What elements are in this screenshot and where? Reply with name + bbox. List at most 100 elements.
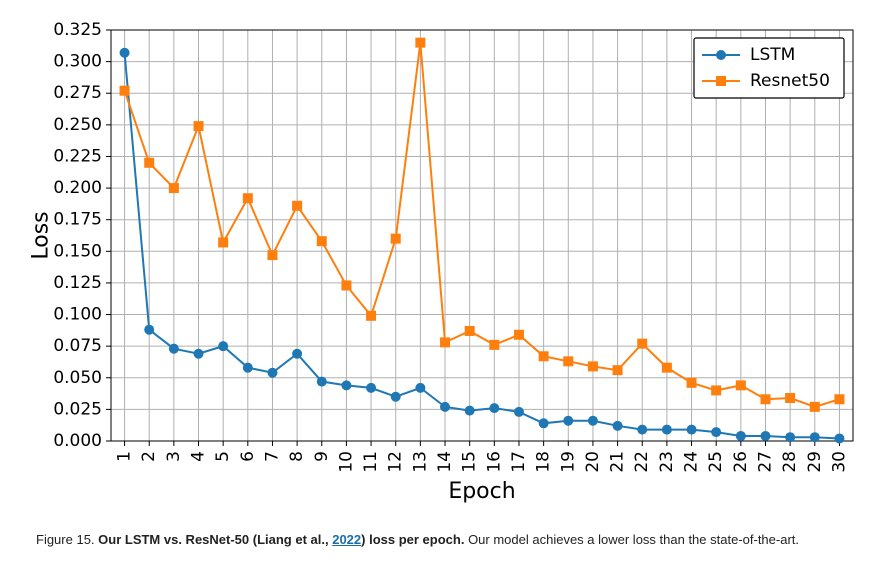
legend: LSTM Resnet50 <box>693 37 845 99</box>
data-point <box>193 348 204 359</box>
x-tick-label: 22 <box>632 451 652 473</box>
x-tick-label: 24 <box>682 451 702 473</box>
data-point <box>735 380 746 391</box>
x-axis-label: Epoch <box>448 479 515 504</box>
data-point <box>587 415 598 426</box>
x-tick-label: 27 <box>755 451 775 473</box>
legend-entry: Resnet50 <box>702 71 830 91</box>
data-point <box>144 157 155 168</box>
data-point <box>464 405 475 416</box>
data-point <box>785 393 796 404</box>
y-tick-label: 0.325 <box>53 20 102 40</box>
y-axis-label: Loss <box>29 211 54 259</box>
data-point <box>292 348 303 359</box>
data-point <box>316 376 327 387</box>
data-point <box>538 418 549 429</box>
x-tick-label: 3 <box>164 451 184 462</box>
data-point <box>809 432 820 443</box>
y-tick-label: 0.275 <box>53 83 102 103</box>
x-tick-label: 14 <box>435 451 455 473</box>
data-point <box>637 424 648 435</box>
x-tick-label: 2 <box>139 451 159 462</box>
x-tick-label: 20 <box>583 451 603 473</box>
data-point <box>415 37 426 48</box>
y-tick-label: 0.300 <box>53 52 102 72</box>
x-tick-label: 6 <box>238 451 258 462</box>
x-tick-label: 7 <box>262 451 282 462</box>
data-point <box>637 338 648 349</box>
data-point <box>193 121 204 132</box>
x-tick-label: 23 <box>657 451 677 473</box>
caption-bold-end: ) loss per epoch. <box>361 532 465 547</box>
series-line <box>123 52 840 440</box>
data-point <box>661 424 672 435</box>
x-tick-label: 30 <box>829 451 849 473</box>
legend-label: Resnet50 <box>750 71 830 91</box>
data-point <box>711 385 722 396</box>
x-tick-label: 9 <box>312 451 332 462</box>
x-tick-label: 13 <box>410 451 430 473</box>
data-point <box>218 237 229 248</box>
legend-label: LSTM <box>750 45 795 65</box>
data-point <box>711 427 722 438</box>
x-tick-label: 19 <box>558 451 578 473</box>
y-tick-label: 0.250 <box>53 115 102 135</box>
y-tick-label: 0.100 <box>53 305 102 325</box>
data-point <box>440 337 451 348</box>
series-layer <box>119 37 845 444</box>
data-point <box>489 403 500 414</box>
data-point <box>119 47 130 58</box>
x-tick-label: 10 <box>336 451 356 473</box>
y-tick-label: 0.175 <box>53 210 102 230</box>
x-tick-label: 15 <box>460 451 480 473</box>
data-point <box>735 430 746 441</box>
data-point <box>390 391 401 402</box>
data-point <box>686 424 697 435</box>
data-point <box>242 362 253 373</box>
data-point <box>785 432 796 443</box>
data-point <box>366 382 377 393</box>
y-tick-label: 0.225 <box>53 146 102 166</box>
data-point <box>563 356 574 367</box>
x-tick-label: 25 <box>706 451 726 473</box>
data-point <box>834 433 845 444</box>
legend-marker <box>716 76 726 86</box>
data-point <box>587 361 598 372</box>
series-resnet50 <box>119 37 845 412</box>
data-point <box>341 380 352 391</box>
data-point <box>390 233 401 244</box>
data-point <box>686 377 697 388</box>
data-point <box>168 183 179 194</box>
legend-entry: LSTM <box>702 45 795 65</box>
x-tick-label: 11 <box>361 451 381 473</box>
figure-caption: Figure 15. Our LSTM vs. ResNet-50 (Liang… <box>36 532 886 547</box>
y-tick-label: 0.075 <box>53 336 102 356</box>
x-tick-label: 12 <box>386 451 406 473</box>
data-point <box>168 343 179 354</box>
data-point <box>612 420 623 431</box>
axis-ticks: 1 2 3 4 5 6 7 8 9 10 11 12 13 14 15 16 17 18 19 20 21 22 23 24 2… <box>53 20 849 473</box>
caption-rest: Our model achieves a lower loss than the… <box>464 532 799 547</box>
x-tick-label: 21 <box>608 451 628 473</box>
data-point <box>563 415 574 426</box>
data-point <box>464 325 475 336</box>
citation-year-link[interactable]: 2022 <box>332 532 362 547</box>
data-point <box>538 351 549 362</box>
x-tick-label: 16 <box>484 451 504 473</box>
x-tick-label: 18 <box>534 451 554 473</box>
caption-prefix: Figure 15. <box>36 532 99 547</box>
data-point <box>242 193 253 204</box>
legend-box <box>693 37 845 99</box>
y-tick-label: 0.200 <box>53 178 102 198</box>
caption-bold-start: Our LSTM vs. ResNet-50 (Liang et al., <box>98 532 333 547</box>
data-point <box>341 280 352 291</box>
x-tick-label: 1 <box>115 451 135 462</box>
x-tick-label: 29 <box>805 451 825 473</box>
y-tick-label: 0.125 <box>53 273 102 293</box>
loss-chart: 1 2 3 4 5 6 7 8 9 10 11 12 13 14 15 16 17 18 19 20 21 22 23 24 2… <box>29 20 854 504</box>
x-tick-label: 28 <box>780 451 800 473</box>
x-tick-label: 8 <box>287 451 307 462</box>
data-point <box>267 367 278 378</box>
x-tick-label: 5 <box>213 451 233 462</box>
data-point <box>119 85 130 96</box>
